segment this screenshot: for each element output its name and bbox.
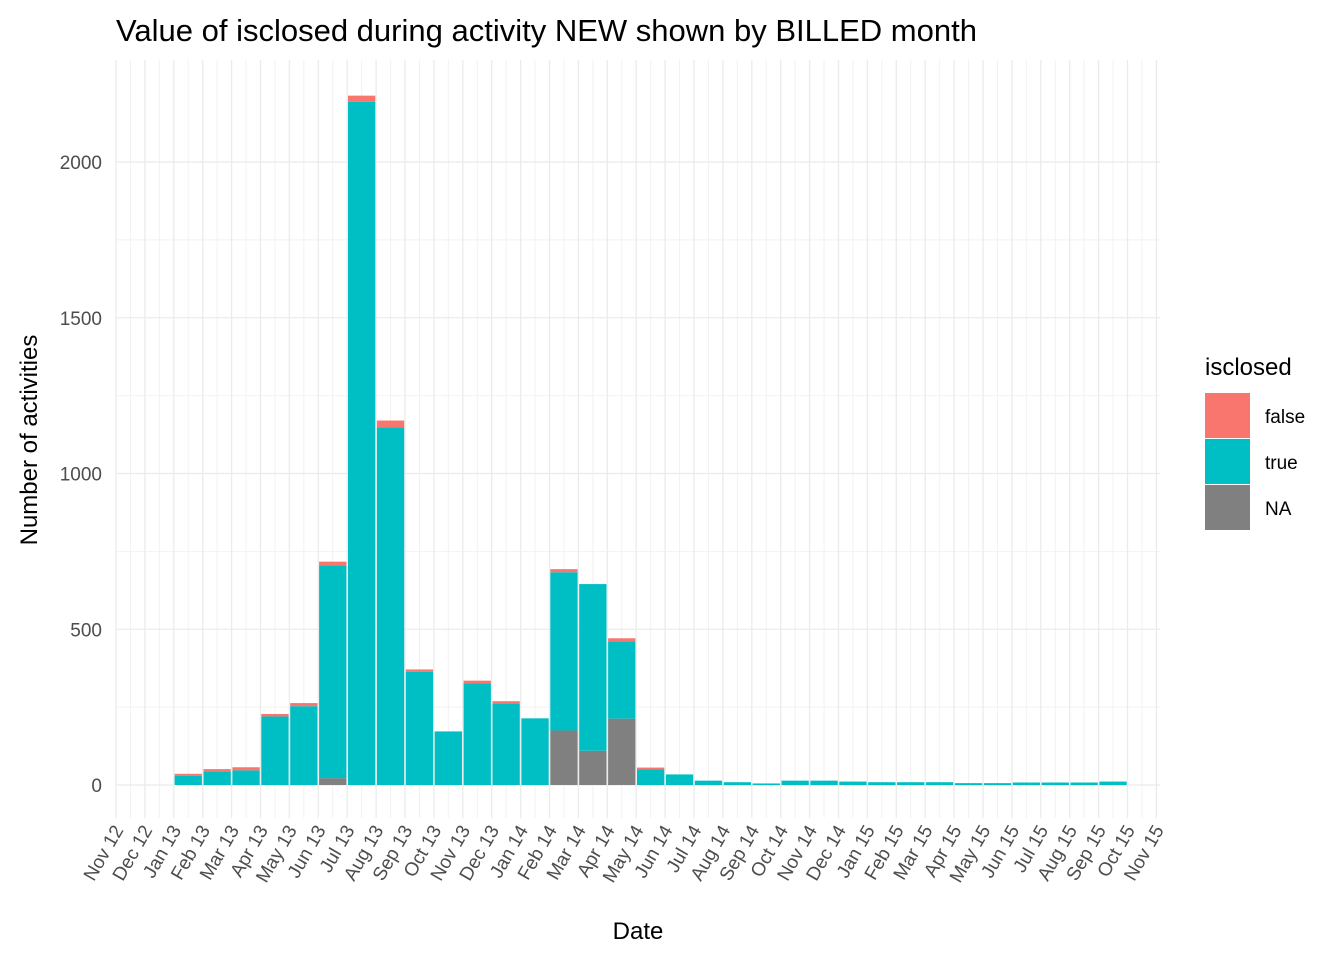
y-axis-ticks: 0 500 1000 1500 2000: [60, 153, 102, 797]
legend-key-true: [1205, 439, 1250, 484]
legend-label-false: false: [1265, 407, 1305, 428]
legend-key-na: [1205, 485, 1250, 530]
bar-segment-true: [694, 780, 723, 785]
legend-label-true: true: [1265, 453, 1298, 474]
bar-segment-true: [665, 774, 694, 785]
y-tick-label: 500: [70, 620, 102, 641]
bar-segment-false: [348, 95, 376, 102]
bar-segment-false: [492, 701, 520, 705]
grid-minor: [116, 60, 1160, 818]
bar-segment-false: [174, 773, 202, 776]
bar-segment-true: [579, 584, 607, 751]
bar-segment-true: [954, 783, 983, 785]
bar-segment-true: [926, 782, 954, 785]
bar-segment-false: [463, 680, 491, 684]
legend-label-na: NA: [1265, 499, 1292, 520]
bar-segment-na: [579, 750, 607, 785]
bar-segment-true: [319, 565, 347, 779]
bar-segment-true: [608, 641, 636, 719]
bar-segment-na: [319, 778, 347, 785]
legend-title: isclosed: [1205, 354, 1292, 381]
bars: [174, 95, 1127, 786]
bar-segment-true: [550, 572, 578, 731]
x-axis-title: Date: [613, 918, 664, 945]
bar-segment-true: [1070, 782, 1098, 785]
bar-segment-true: [752, 783, 780, 785]
bar-segment-true: [897, 782, 925, 785]
bar-segment-false: [232, 767, 260, 771]
bar-segment-false: [405, 669, 434, 672]
bar-segment-true: [810, 780, 838, 785]
bar-segment-true: [290, 706, 318, 785]
bar-segment-na: [550, 730, 578, 785]
bar-segment-false: [203, 769, 231, 772]
bar-segment-true: [463, 683, 491, 785]
bar-segment-true: [348, 101, 376, 786]
bar-segment-true: [405, 671, 434, 785]
bar-segment-true: [174, 775, 202, 785]
bar-segment-false: [550, 569, 578, 573]
bar-segment-true: [1041, 782, 1069, 785]
bar-segment-true: [261, 716, 289, 785]
y-tick-label: 1500: [60, 309, 102, 330]
bar-segment-false: [319, 561, 347, 566]
bar-segment-na: [608, 718, 636, 785]
bar-segment-true: [434, 731, 462, 785]
legend-key-false: [1205, 393, 1250, 438]
bar-segment-true: [839, 781, 867, 785]
y-tick-label: 2000: [60, 153, 102, 174]
y-tick-label: 1000: [60, 465, 102, 486]
bar-segment-false: [376, 420, 405, 428]
bar-segment-false: [608, 638, 636, 642]
legend: isclosed false true NA: [1205, 354, 1305, 530]
bar-segment-true: [521, 718, 549, 785]
bar-segment-false: [637, 767, 665, 770]
bar-segment-true: [232, 770, 260, 785]
bar-segment-true: [781, 780, 809, 785]
bar-segment-true: [983, 783, 1012, 785]
bar-segment-false: [261, 713, 289, 717]
y-axis-title: Number of activities: [16, 335, 43, 546]
bar-segment-true: [723, 782, 751, 785]
bar-segment-true: [1012, 782, 1040, 785]
bar-segment-false: [290, 703, 318, 707]
bar-segment-true: [1099, 781, 1127, 785]
bar-segment-true: [492, 704, 520, 785]
y-tick-label: 0: [91, 776, 102, 797]
bar-segment-true: [637, 769, 665, 785]
chart-title: Value of isclosed during activity NEW sh…: [116, 13, 977, 48]
bar-segment-true: [376, 427, 405, 785]
bar-segment-true: [868, 782, 896, 785]
bar-segment-true: [203, 771, 231, 785]
grid-major: [115, 60, 1160, 818]
